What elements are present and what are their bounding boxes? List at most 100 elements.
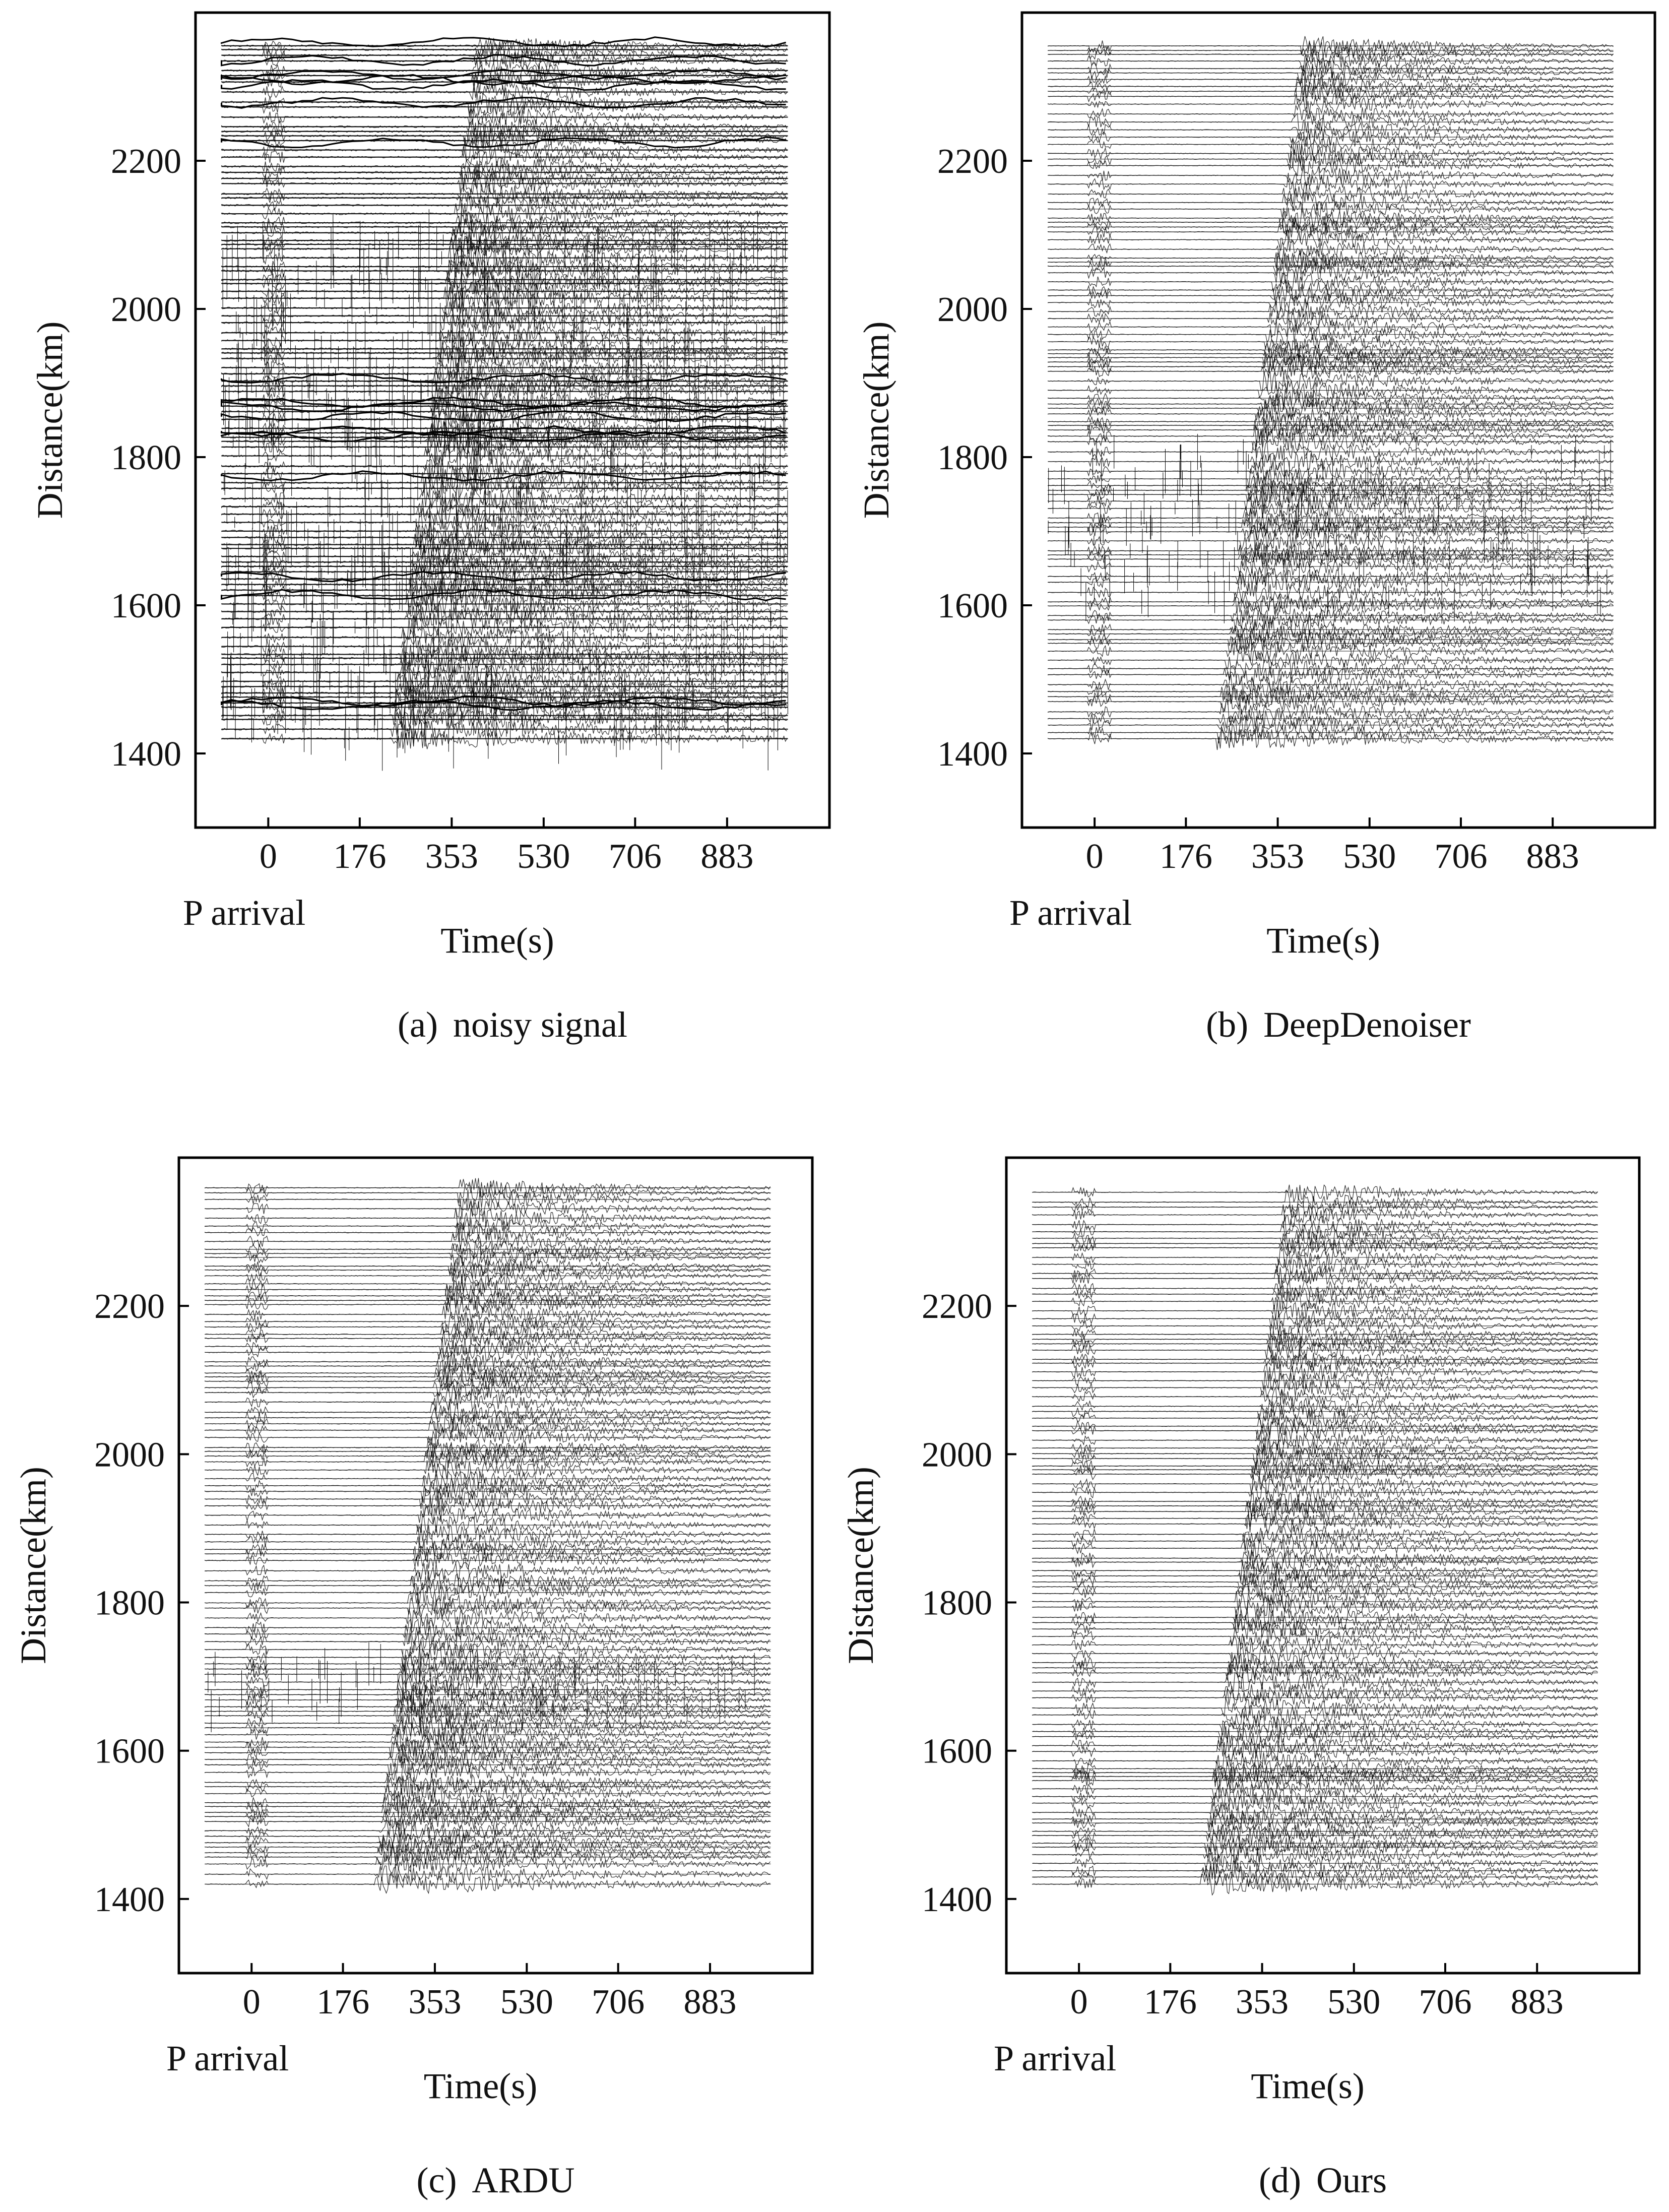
trace-waveform	[204, 1724, 771, 1745]
trace-waveform	[1047, 207, 1614, 230]
x-tick-label: 706	[609, 837, 662, 876]
trace-waveform	[204, 1819, 771, 1840]
trace-waveform	[1047, 230, 1614, 251]
trace-waveform	[221, 445, 787, 466]
trace-waveform	[204, 1646, 771, 1668]
seismic-traces	[204, 1178, 771, 1894]
trace-waveform	[221, 431, 787, 454]
trace-waveform	[1047, 340, 1614, 359]
low-frequency-noise	[221, 410, 786, 422]
trace-waveform	[221, 158, 787, 176]
trace-waveform	[1032, 1300, 1598, 1320]
trace-waveform	[1032, 1765, 1598, 1788]
x-tick-label: 530	[1343, 837, 1396, 876]
trace-waveform	[1047, 149, 1614, 170]
low-frequency-noise	[221, 699, 786, 711]
trace-waveform	[204, 1532, 771, 1551]
trace-waveform	[1032, 1386, 1598, 1407]
trace-waveform	[204, 1663, 771, 1685]
trace-waveform	[1047, 70, 1614, 89]
trace-waveform	[221, 389, 787, 411]
panel-c: 0 176 353 530 706 883 1400 1600 1800 2000 2200 Dist…	[13, 1156, 814, 2200]
trace-waveform	[221, 245, 787, 270]
trace-waveform	[221, 106, 787, 126]
trace-waveform	[204, 1617, 771, 1637]
trace-waveform	[1047, 480, 1614, 502]
trace-waveform	[204, 1495, 771, 1517]
trace-waveform	[1032, 1221, 1598, 1241]
caption-title: ARDU	[472, 2160, 574, 2200]
x-tick-label: 706	[1434, 837, 1487, 876]
trace-waveform	[1047, 248, 1614, 269]
y-tick-label: 1400	[937, 735, 1008, 774]
trace-waveform	[1032, 1771, 1598, 1792]
trace-waveform	[1032, 1551, 1598, 1573]
trace-waveform	[1032, 1512, 1598, 1535]
trace-waveform	[1047, 381, 1614, 399]
trace-waveform	[1032, 1873, 1598, 1896]
trace-waveform	[204, 1772, 771, 1793]
trace-waveform	[1032, 1538, 1598, 1557]
trace-waveform	[221, 671, 787, 693]
trace-waveform	[1032, 1686, 1598, 1707]
y-axis-label: Distance(km)	[856, 322, 896, 519]
trace-waveform	[221, 643, 787, 666]
trace-waveform	[1032, 1443, 1598, 1465]
trace-waveform	[221, 222, 787, 243]
trace-waveform	[1047, 484, 1614, 506]
trace-waveform	[204, 1240, 771, 1259]
trace-waveform	[204, 1843, 771, 1863]
panel-caption: (c) ARDU	[417, 2160, 575, 2200]
trace-waveform	[1032, 1190, 1598, 1213]
y-tick-label: 1400	[94, 1880, 165, 1919]
trace-waveform	[204, 1714, 771, 1735]
y-tick-label: 2200	[94, 1287, 165, 1326]
trace-waveform	[1032, 1457, 1598, 1476]
trace-waveform	[221, 260, 787, 281]
trace-waveform	[204, 1854, 771, 1874]
trace-waveform	[1047, 461, 1614, 481]
trace-waveform	[1047, 475, 1614, 496]
trace-waveform	[204, 1640, 771, 1661]
trace-waveform	[1047, 129, 1614, 147]
trace-waveform	[1032, 1269, 1598, 1289]
trace-waveform	[221, 456, 788, 478]
trace-waveform	[221, 50, 788, 71]
low-frequency-noise	[221, 54, 786, 67]
trace-waveform	[221, 37, 788, 56]
trace-waveform	[221, 138, 788, 162]
trace-waveform	[204, 1718, 771, 1737]
trace-waveform	[221, 356, 788, 379]
trace-waveform	[204, 1793, 771, 1812]
trace-waveform	[204, 1303, 771, 1324]
trace-waveform	[1047, 143, 1614, 164]
low-frequency-noise	[221, 401, 786, 412]
trace-waveform	[204, 1363, 771, 1382]
low-frequency-noise	[221, 695, 786, 708]
trace-waveform	[221, 600, 787, 622]
trace-waveform	[221, 399, 787, 421]
trace-waveform	[1047, 692, 1614, 713]
trace-waveform	[1032, 1354, 1598, 1372]
trace-waveform	[204, 1705, 771, 1725]
y-axis-label: Distance(km)	[841, 1467, 881, 1664]
trace-waveform	[1032, 1285, 1598, 1303]
trace-waveform	[221, 593, 787, 614]
y-tick-label: 2200	[111, 142, 181, 181]
x-tick-label: 883	[1511, 1983, 1564, 2021]
trace-waveform	[221, 115, 788, 138]
trace-waveform	[1032, 1613, 1598, 1631]
trace-waveform	[204, 1701, 771, 1723]
panel-b: 0 176 353 530 706 883 1400 1600 1800 2000 2200 Dist…	[856, 11, 1656, 1045]
trace-waveform	[204, 1420, 771, 1439]
trace-waveform	[221, 511, 787, 535]
trace-waveform	[204, 1222, 771, 1243]
trace-waveform	[1032, 1501, 1598, 1521]
trace-waveform	[221, 98, 787, 117]
trace-waveform	[204, 1351, 771, 1373]
trace-waveform	[1032, 1229, 1598, 1248]
trace-waveform	[204, 1178, 771, 1197]
trace-waveform	[221, 130, 788, 151]
trace-waveform	[1047, 389, 1614, 409]
x-axis-label: Time(s)	[1251, 2066, 1364, 2106]
